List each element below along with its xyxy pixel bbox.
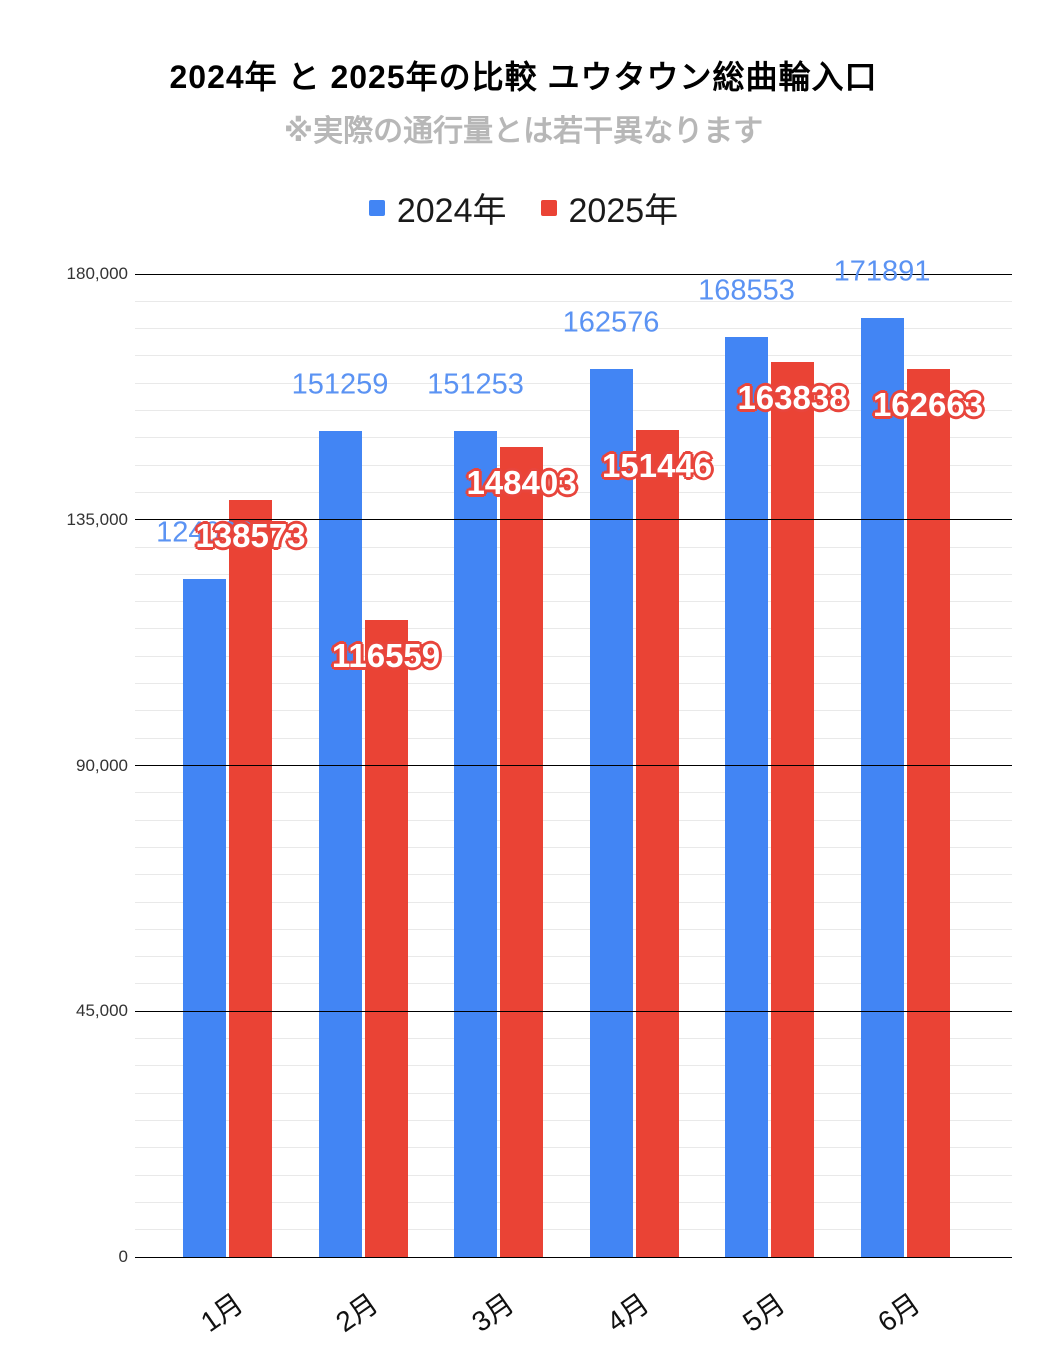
minor-gridline <box>135 464 1012 466</box>
y-axis-tick-label: 180,000 <box>66 264 128 283</box>
minor-gridline <box>135 491 1012 493</box>
legend-swatch-2025 <box>540 199 557 216</box>
minor-gridline <box>135 601 1012 603</box>
minor-gridline <box>135 737 1012 739</box>
minor-gridline <box>135 410 1012 412</box>
minor-gridline <box>135 628 1012 630</box>
data-label-2025-1月: 138573 <box>195 517 306 555</box>
bar-2024-2月 <box>318 430 362 1257</box>
bar-2024-3月 <box>454 430 497 1257</box>
legend-item-2024: 2024年 <box>368 183 507 232</box>
x-axis-tick-label-3月: 3月 <box>465 1287 520 1338</box>
minor-gridline <box>135 1229 1012 1231</box>
chart-legend: 2024年 2025年 <box>0 183 1047 232</box>
bar-2025-5月 <box>771 362 814 1257</box>
chart-title: 2024年 と 2025年の比較 ユウタウン総曲輪入口 <box>169 59 878 95</box>
bar-2025-3月 <box>500 446 543 1257</box>
data-label-2024-2月: 151259 <box>291 368 389 401</box>
data-label-2025-3月: 148403 <box>466 463 577 501</box>
y-axis-tick-label: 90,000 <box>76 755 128 775</box>
legend-item-2025: 2025年 <box>540 183 679 232</box>
major-gridline <box>135 519 1012 521</box>
minor-gridline <box>135 710 1012 712</box>
minor-gridline <box>135 1174 1012 1176</box>
legend-swatch-2024 <box>368 199 385 216</box>
bar-2025-4月 <box>635 429 679 1257</box>
minor-gridline <box>135 1065 1012 1067</box>
minor-gridline <box>135 1147 1012 1149</box>
y-axis-tick-label: 0 <box>118 1247 128 1266</box>
chart-subtitle: ※実際の通行量とは若干異なります <box>283 115 764 148</box>
x-axis-tick-label-6月: 6月 <box>872 1287 926 1338</box>
bar-2025-6月 <box>906 368 950 1257</box>
minor-gridline <box>135 300 1012 302</box>
data-label-2025-6月: 162663 <box>872 385 984 423</box>
major-gridline <box>135 1256 1012 1258</box>
bar-2025-1月 <box>229 500 272 1257</box>
bar-2024-1月 <box>183 579 226 1257</box>
y-axis-tick-label: 45,000 <box>76 1001 128 1021</box>
minor-gridline <box>135 382 1012 384</box>
bar-2025-2月 <box>364 620 408 1257</box>
bar-2024-5月 <box>725 336 768 1257</box>
data-label-2025-2月: 116559 <box>331 637 441 675</box>
minor-gridline <box>135 355 1012 357</box>
x-axis-tick-label-2月: 2月 <box>330 1287 384 1338</box>
minor-gridline <box>135 328 1012 330</box>
minor-gridline <box>135 846 1012 848</box>
legend-label-2024: 2024年 <box>396 192 507 230</box>
minor-gridline <box>135 573 1012 575</box>
minor-gridline <box>135 1201 1012 1203</box>
data-label-2024-1月: 124066 <box>156 516 253 549</box>
minor-gridline <box>135 1038 1012 1040</box>
minor-gridline <box>135 983 1012 985</box>
minor-gridline <box>135 437 1012 439</box>
minor-gridline <box>135 956 1012 958</box>
data-label-2025-4月: 151446 <box>601 446 713 484</box>
major-gridline <box>135 765 1012 766</box>
minor-gridline <box>135 683 1012 685</box>
data-label-2024-6月: 171891 <box>833 255 931 288</box>
data-label-2024-5月: 168553 <box>698 274 795 306</box>
minor-gridline <box>135 1119 1012 1121</box>
x-axis-tick-label-4月: 4月 <box>601 1287 655 1338</box>
data-label-2024-3月: 151253 <box>427 368 524 401</box>
minor-gridline <box>135 901 1012 903</box>
minor-gridline <box>135 874 1012 876</box>
bar-2024-6月 <box>860 318 904 1257</box>
y-axis-tick-label: 135,000 <box>66 509 128 529</box>
x-axis-tick-label-1月: 1月 <box>194 1287 249 1338</box>
legend-label-2025: 2025年 <box>568 192 679 230</box>
data-label-2024-4月: 162576 <box>562 306 660 339</box>
major-gridline <box>135 1010 1012 1012</box>
minor-gridline <box>135 792 1012 794</box>
minor-gridline <box>135 819 1012 821</box>
x-axis-tick-label-5月: 5月 <box>736 1287 791 1338</box>
major-gridline <box>135 273 1012 275</box>
minor-gridline <box>135 1092 1012 1094</box>
minor-gridline <box>135 928 1012 930</box>
data-label-2025-5月: 163838 <box>737 379 848 417</box>
bar-2024-4月 <box>589 369 633 1257</box>
minor-gridline <box>135 655 1012 657</box>
minor-gridline <box>135 546 1012 548</box>
